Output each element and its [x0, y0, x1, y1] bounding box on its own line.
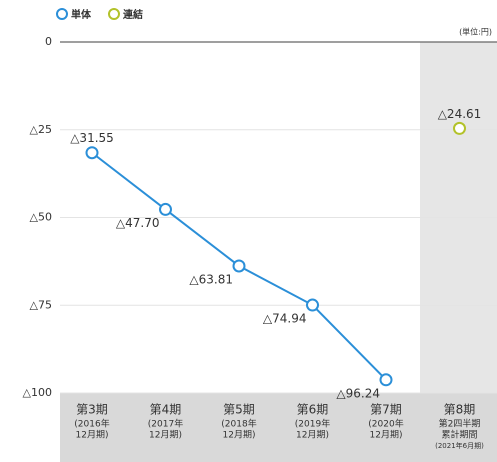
- y-tick-label: △50: [30, 211, 52, 224]
- x-tick-label: 第7期: [370, 403, 402, 417]
- data-point: [159, 202, 172, 216]
- data-label: △74.94: [263, 312, 307, 326]
- x-tick-sublabel: (2018年: [221, 418, 256, 430]
- data-point: [232, 259, 246, 273]
- data-label: △47.70: [116, 216, 160, 230]
- legend-marker: [108, 8, 120, 20]
- x-tick-sublabel: 累計期間: [441, 429, 477, 441]
- x-tick-sublabel: 12月期): [76, 430, 109, 441]
- data-point: [379, 373, 393, 387]
- y-tick-label: △100: [23, 386, 52, 399]
- x-tick-sublabel: (2016年: [74, 418, 109, 430]
- x-tick-label: 第4期: [150, 403, 182, 417]
- legend-marker: [56, 8, 68, 20]
- data-point: [453, 121, 466, 135]
- data-point: [85, 146, 99, 160]
- x-tick-sublabel: 第2四半期: [439, 418, 481, 430]
- data-label: △24.61: [438, 107, 482, 121]
- y-tick-label: 0: [45, 35, 52, 48]
- data-point: [306, 298, 319, 312]
- x-tick-sublabel: 12月期): [223, 430, 256, 441]
- unit-label: (単位:円): [459, 27, 492, 37]
- x-tick-sublabel: (2021年6月期): [435, 441, 484, 450]
- x-tick-sublabel: 12月期): [370, 430, 403, 441]
- x-tick-label: 第8期: [444, 403, 476, 417]
- x-tick-sublabel: (2020年: [368, 418, 403, 430]
- highlight-column: [420, 42, 497, 462]
- legend-label: 単体: [71, 8, 92, 21]
- y-tick-label: △25: [30, 123, 52, 136]
- x-tick-label: 第5期: [223, 403, 255, 417]
- x-tick-sublabel: 12月期): [149, 430, 182, 441]
- legend-label: 連結: [123, 8, 143, 21]
- category-strip: [60, 393, 497, 462]
- data-label: △96.24: [336, 386, 380, 400]
- data-label: △31.55: [70, 131, 114, 145]
- data-label: △63.81: [189, 272, 233, 286]
- x-tick-label: 第3期: [76, 403, 108, 417]
- x-tick-sublabel: 12月期): [296, 430, 329, 441]
- y-tick-label: △75: [30, 298, 52, 311]
- x-tick-sublabel: (2017年: [148, 418, 183, 430]
- x-tick-label: 第6期: [297, 403, 329, 417]
- x-tick-sublabel: (2019年: [295, 418, 330, 430]
